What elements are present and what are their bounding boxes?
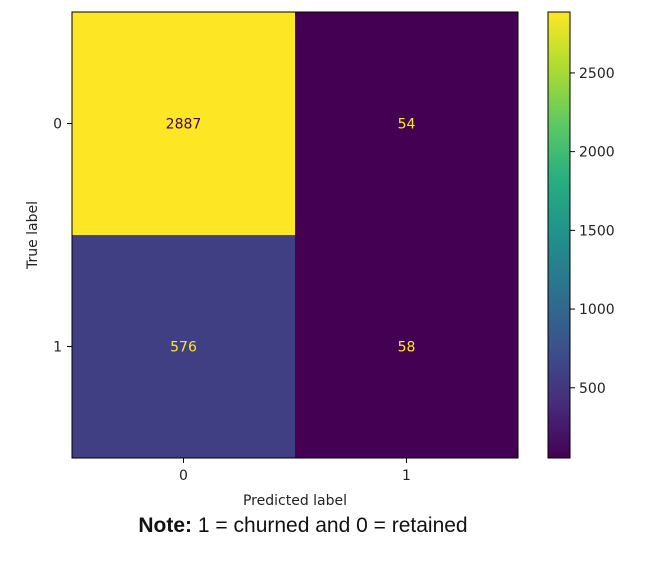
- heatmap-cell-1-1: [295, 235, 518, 458]
- heatmap-cell-0-1: [295, 12, 518, 235]
- y-tick-label-0: 0: [53, 117, 62, 133]
- cell-value-0-0: 2887: [166, 117, 202, 133]
- cell-value-0-1: 54: [398, 117, 416, 133]
- x-tick-label-0: 0: [179, 468, 188, 484]
- footnote: Note: 1 = churned and 0 = retained: [0, 514, 606, 538]
- note-text: 1 = churned and 0 = retained: [192, 514, 468, 537]
- cell-value-1-0: 576: [170, 340, 197, 356]
- colorbar-tick-label-3: 2000: [579, 145, 615, 161]
- y-tick-label-1: 1: [53, 340, 62, 356]
- colorbar: [547, 11, 571, 459]
- colorbar-tick-label-0: 500: [579, 381, 606, 397]
- colorbar-tick-label-1: 1000: [579, 302, 615, 318]
- x-tick-label-1: 1: [402, 468, 411, 484]
- x-axis-label: Predicted label: [243, 493, 347, 509]
- heatmap-cell-1-0: [72, 235, 295, 458]
- y-axis-ticks: 01: [53, 117, 72, 356]
- colorbar-ticks: 500 1000 1500 2000 2500: [570, 66, 615, 397]
- heatmap-cell-0-0: [72, 12, 295, 235]
- heatmap-cells: [72, 12, 518, 458]
- note-label: Note:: [138, 514, 193, 537]
- cell-value-1-1: 58: [398, 340, 416, 356]
- cell-value-labels: 2887 54 576 58: [166, 117, 416, 356]
- y-axis-label: True label: [25, 201, 41, 270]
- colorbar-tick-label-4: 2500: [579, 66, 615, 82]
- plot-frame: [71, 11, 519, 459]
- colorbar-tick-label-2: 1500: [579, 223, 615, 239]
